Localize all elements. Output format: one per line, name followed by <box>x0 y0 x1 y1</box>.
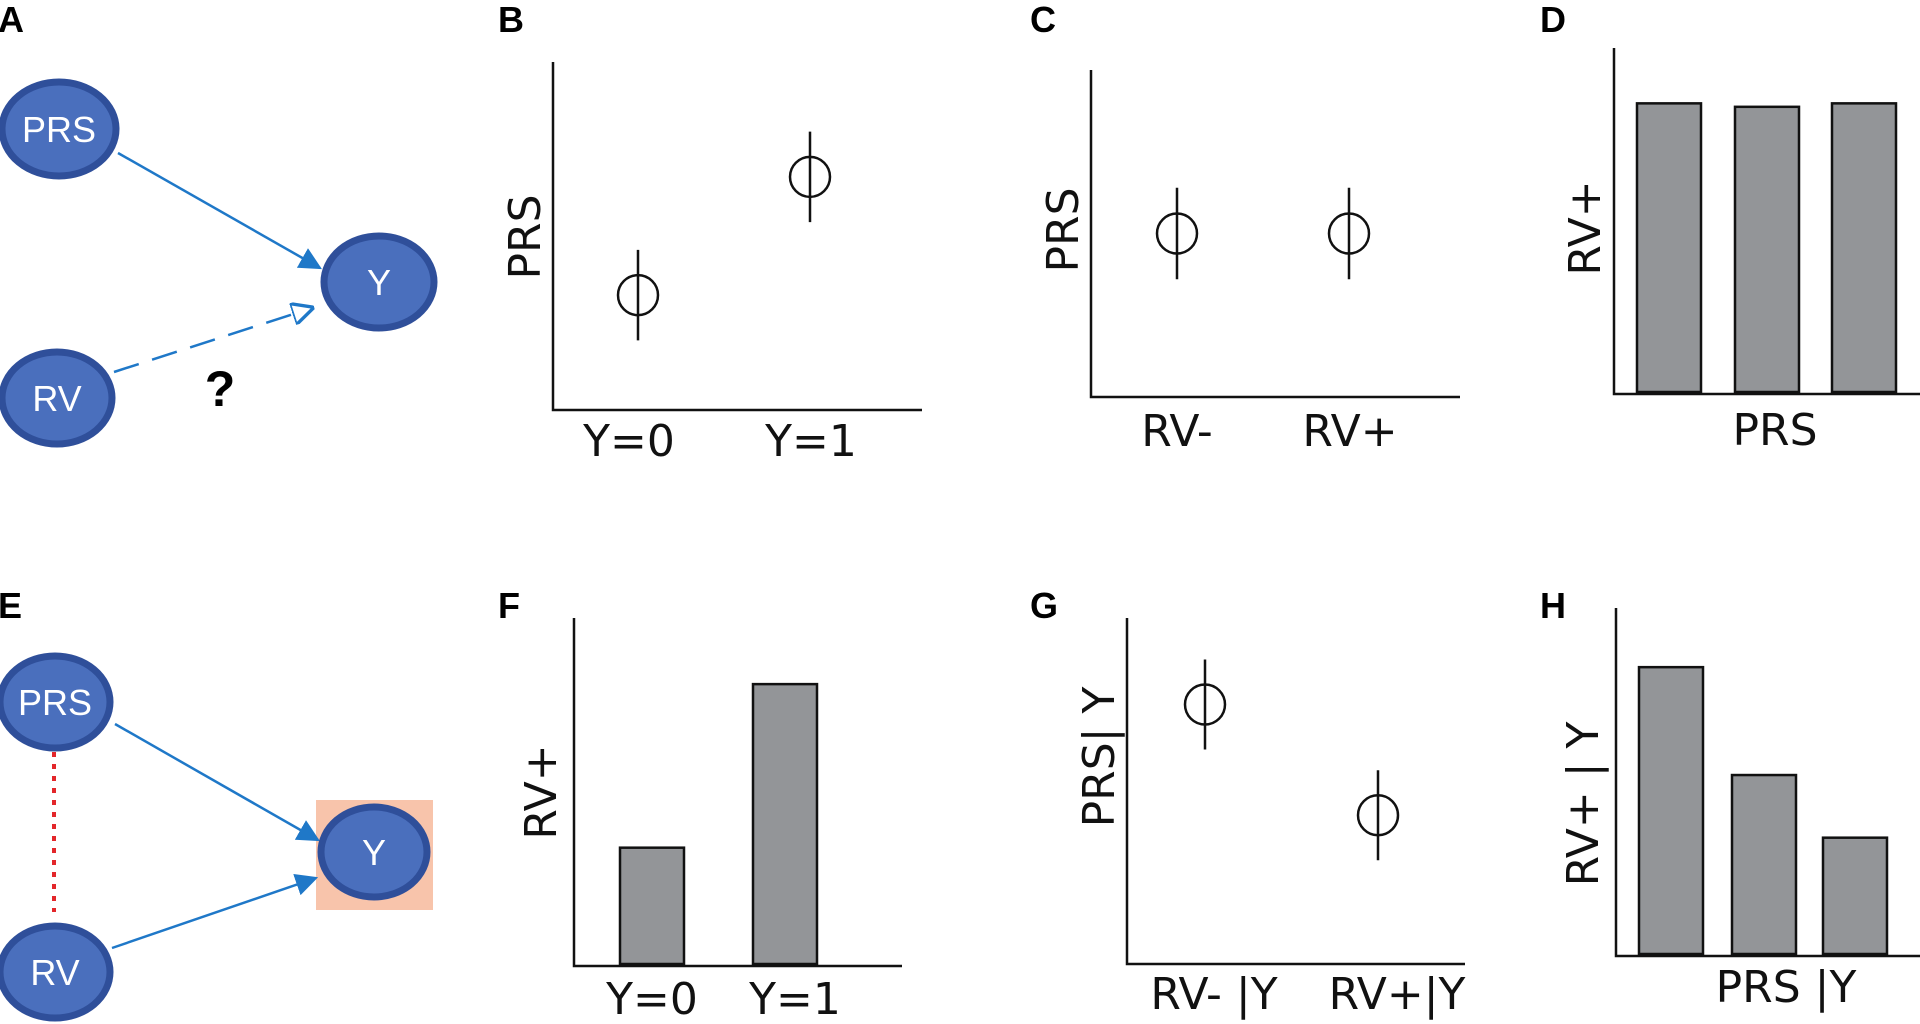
chart-h-bar-1 <box>1637 665 1705 956</box>
panel-g: G PRS| Y RV- |Y RV+|Y <box>1030 585 1466 1020</box>
panel-letter-f: F <box>498 585 520 626</box>
panel-letter-c: C <box>1030 0 1056 40</box>
chart-f-xlabel-left: Y=0 <box>605 974 698 1024</box>
chart-d-xlabel: PRS <box>1732 405 1817 456</box>
node-prs-circle <box>0 78 120 180</box>
chart-b-marks <box>616 131 832 341</box>
chart-g-marks <box>1183 659 1400 861</box>
node-y-e: Y <box>317 803 431 901</box>
node-prs: PRS <box>0 78 120 180</box>
node-y: Y <box>320 232 438 332</box>
chart-f-bar-2 <box>751 682 819 966</box>
chart-f-axes <box>572 618 902 968</box>
chart-h-xlabel: PRS |Y <box>1716 962 1857 1013</box>
chart-g-axes <box>1125 618 1465 966</box>
node-y-label: Y <box>367 262 391 303</box>
chart-b-point-1 <box>616 273 660 317</box>
node-prs-label: PRS <box>22 109 96 150</box>
chart-b-ylabel: PRS <box>500 194 551 279</box>
panel-e: E PRS Y RV <box>0 585 433 1022</box>
node-rv-circle <box>0 348 116 448</box>
arrow-prs-to-y <box>117 151 322 270</box>
panel-h: H RV+ | Y PRS |Y <box>1540 585 1920 1013</box>
chart-f-ylabel: RV+ <box>516 744 567 839</box>
panel-letter-a: A <box>0 0 24 40</box>
chart-c-point-2 <box>1327 212 1371 255</box>
chart-d-axes <box>1612 48 1920 396</box>
chart-g-ylabel: PRS| Y <box>1074 687 1125 828</box>
panel-c: C PRS RV- RV+ <box>1030 0 1460 457</box>
chart-h-marks <box>1637 665 1889 956</box>
node-rv-e: RV <box>0 922 114 1022</box>
chart-h-bar-2 <box>1730 773 1798 956</box>
chart-g-xlabel-right: RV+|Y <box>1329 969 1466 1020</box>
node-y-circle <box>320 232 438 332</box>
chart-f-bar-1 <box>618 846 686 966</box>
panel-b: B PRS Y=0 Y=1 <box>498 0 922 467</box>
chart-f-marks <box>618 682 819 966</box>
chart-d-bar-1 <box>1635 102 1703 394</box>
chart-d-bar-2 <box>1733 105 1801 394</box>
chart-g-point-2 <box>1356 793 1400 837</box>
chart-g-xlabel-left: RV- |Y <box>1150 969 1277 1020</box>
panel-letter-d: D <box>1540 0 1566 40</box>
chart-b-point-2 <box>788 155 832 199</box>
chart-g-point-1 <box>1183 683 1227 726</box>
chart-b-axes <box>551 62 922 412</box>
node-y-e-circle <box>317 803 431 901</box>
chart-h-bar-3 <box>1821 836 1889 956</box>
chart-d-bar-3 <box>1830 102 1898 394</box>
panel-letter-g: G <box>1030 585 1058 626</box>
chart-c-point-1 <box>1155 212 1199 255</box>
node-rv: RV <box>0 348 116 448</box>
node-rv-e-circle <box>0 922 114 1022</box>
panel-letter-b: B <box>498 0 524 40</box>
chart-c-ylabel: PRS <box>1038 187 1089 272</box>
node-prs-e-circle <box>0 652 114 752</box>
node-prs-e-label: PRS <box>18 682 92 723</box>
chart-h-axes <box>1614 608 1920 958</box>
chart-c-marks <box>1155 187 1371 280</box>
chart-c-axes <box>1089 70 1460 399</box>
panel-letter-e: E <box>0 585 22 626</box>
chart-f-xlabel-right: Y=1 <box>748 974 841 1024</box>
question-mark: ? <box>205 361 236 417</box>
chart-c-xlabel-right: RV+ <box>1302 406 1397 457</box>
node-y-e-label: Y <box>362 832 386 873</box>
node-rv-label: RV <box>32 378 81 419</box>
node-prs-e: PRS <box>0 652 114 752</box>
panel-f: F RV+ Y=0 Y=1 <box>498 585 902 1024</box>
arrow-rv-to-y-e <box>111 873 319 950</box>
panel-d: D RV+ PRS <box>1540 0 1920 456</box>
chart-h-ylabel: RV+ | Y <box>1558 721 1609 886</box>
chart-c-xlabel-left: RV- <box>1141 406 1213 457</box>
arrow-prs-to-y-e <box>114 722 320 842</box>
chart-d-ylabel: RV+ <box>1560 180 1611 275</box>
node-rv-e-label: RV <box>30 952 79 993</box>
dashed-arrow-rv-to-y <box>113 308 312 374</box>
chart-b-xlabel-right: Y=1 <box>764 416 857 467</box>
panel-letter-h: H <box>1540 585 1566 626</box>
chart-d-marks <box>1635 102 1898 394</box>
chart-b-xlabel-left: Y=0 <box>582 416 675 467</box>
panel-a: A PRS Y RV ? <box>0 0 438 448</box>
